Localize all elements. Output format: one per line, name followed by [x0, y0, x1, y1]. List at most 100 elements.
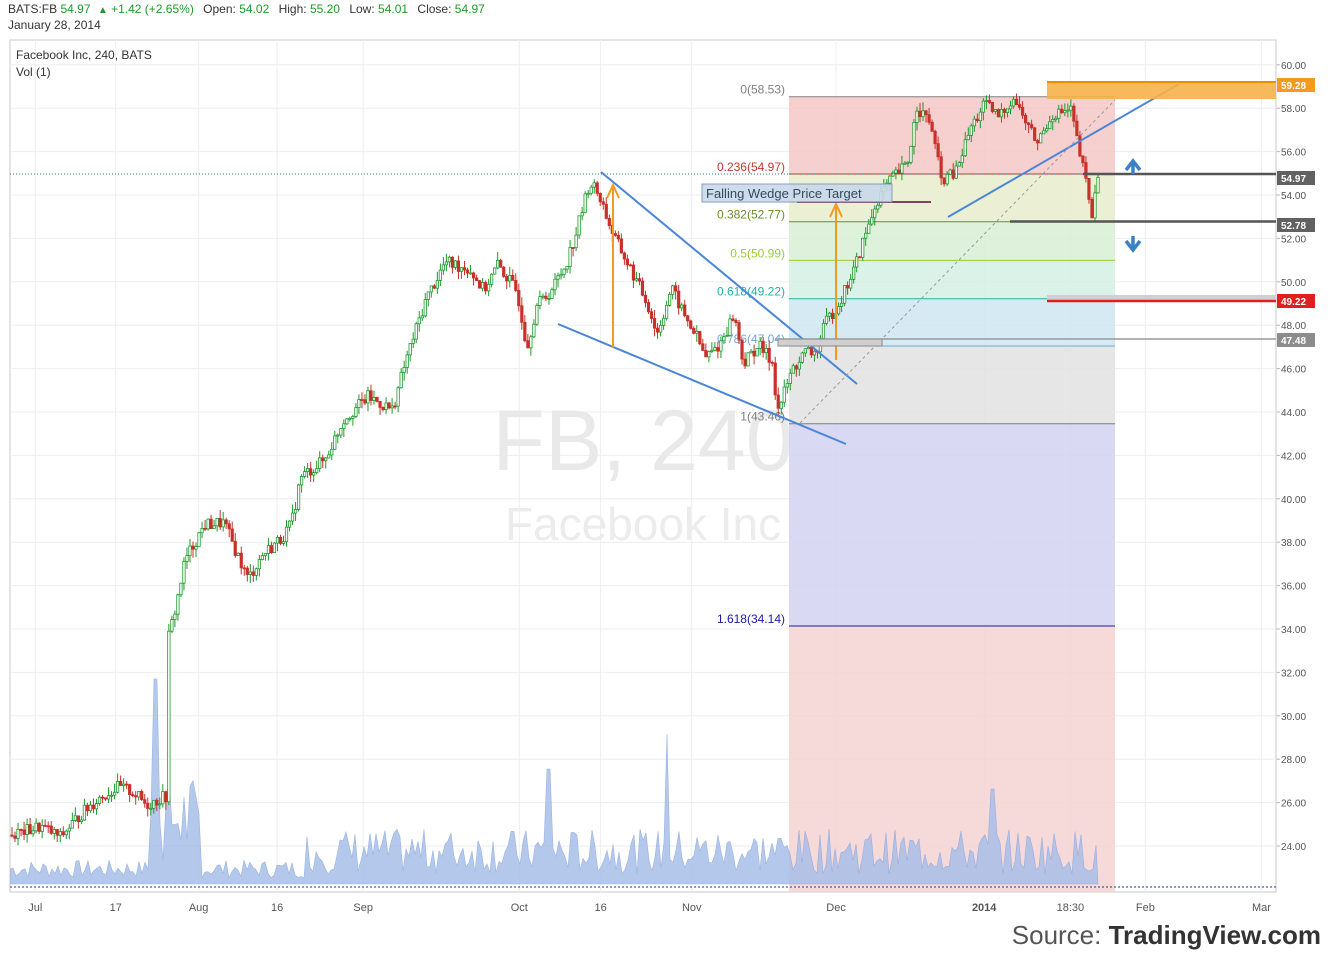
candle-body — [779, 401, 783, 409]
candle-body — [963, 139, 967, 157]
y-tick-label: 46.00 — [1281, 365, 1306, 376]
candle-body — [31, 830, 35, 835]
candle-body — [867, 223, 871, 234]
candle-body — [984, 100, 988, 102]
candle-body — [849, 278, 853, 289]
candle-body — [200, 527, 204, 534]
candle-body — [704, 350, 708, 358]
candle-body — [309, 468, 313, 476]
candle-body — [128, 784, 132, 795]
candle-body — [318, 457, 322, 470]
candle-body — [221, 519, 225, 528]
high-value: 55.20 — [309, 2, 340, 16]
candle-body — [112, 791, 117, 796]
candle-body — [444, 261, 449, 266]
candle-body — [103, 797, 108, 800]
candle-body — [197, 532, 201, 547]
candle-body — [924, 110, 928, 115]
candle-body — [903, 162, 907, 165]
price-change: +1.42 (+2.65%) — [111, 2, 194, 16]
up-triangle-icon: ▲ — [97, 5, 108, 16]
candle-body — [272, 542, 277, 554]
candle-body — [284, 526, 289, 543]
fib-level-label: 0.382(52.77) — [717, 208, 785, 222]
candle-body — [384, 402, 388, 411]
candle-body — [731, 318, 735, 321]
fib-zone — [789, 96, 1115, 174]
candle-body — [945, 173, 949, 185]
candle-body — [592, 182, 596, 188]
source-credit: Source: TradingView.com — [1012, 920, 1321, 951]
y-tick-label: 44.00 — [1281, 408, 1306, 419]
candle-body — [1042, 130, 1046, 135]
candle-body — [861, 237, 865, 258]
candle-body — [936, 143, 940, 158]
fib-zone — [789, 260, 1115, 299]
low-label: Low: — [349, 2, 375, 16]
candle-body — [315, 468, 319, 473]
candle-body — [188, 545, 192, 557]
candle-body — [149, 807, 153, 810]
candle-body — [227, 523, 231, 530]
fib-zone — [789, 221, 1115, 261]
candle-body — [480, 282, 485, 289]
candle-body — [390, 405, 394, 409]
candle-body — [363, 399, 367, 404]
candle-body — [233, 540, 237, 556]
candle-body — [61, 831, 65, 836]
candle-body — [502, 266, 506, 277]
y-tick-label: 54.00 — [1281, 191, 1306, 202]
candle-body — [52, 829, 56, 834]
y-tick-label: 32.00 — [1281, 668, 1306, 679]
candle-body — [484, 282, 488, 292]
y-tick-label: 28.00 — [1281, 755, 1306, 766]
candle-body — [94, 803, 99, 810]
quote-header: BATS:FB 54.97 ▲ +1.42 (+2.65%) Open: 54.… — [8, 2, 485, 32]
candle-body — [550, 289, 554, 299]
x-tick-label: 16 — [594, 902, 606, 914]
candle-body — [67, 827, 71, 832]
volume-area — [10, 678, 1099, 885]
candle-body — [372, 396, 376, 401]
candle-body — [345, 418, 349, 425]
fib-zone — [789, 346, 1115, 424]
candle-body — [978, 111, 982, 122]
candle-body — [972, 118, 976, 127]
candle-body — [900, 163, 904, 174]
candle-body — [870, 217, 874, 225]
candle-body — [299, 475, 304, 486]
candle-body — [462, 267, 467, 271]
candle-body — [134, 795, 138, 798]
candle-body — [812, 350, 817, 356]
candle-body — [737, 322, 741, 341]
candle-body — [1020, 107, 1025, 116]
candle-body — [290, 512, 295, 522]
candle-body — [574, 234, 578, 249]
candle-body — [122, 783, 126, 786]
candle-body — [471, 272, 476, 279]
candle-body — [707, 351, 711, 358]
candle-body — [420, 315, 424, 319]
candle-body — [140, 791, 144, 801]
candle-body — [933, 130, 937, 145]
candle-body — [746, 352, 750, 367]
candle-body — [836, 306, 841, 315]
candle-body — [375, 396, 379, 402]
candle-body — [215, 517, 219, 527]
candle-body — [864, 232, 868, 239]
support-zone — [1047, 295, 1276, 300]
candle-body — [490, 273, 494, 285]
candle-body — [414, 323, 418, 340]
candle-body — [782, 386, 786, 403]
candle-body — [1090, 198, 1094, 219]
candle-body — [1027, 122, 1031, 126]
candle-body — [538, 296, 542, 306]
candle-body — [496, 260, 500, 269]
candle-body — [206, 518, 210, 530]
candle-body — [1069, 105, 1073, 111]
price-label-text: 59.28 — [1281, 81, 1306, 92]
candle-body — [245, 567, 249, 575]
candle-body — [583, 193, 587, 214]
candle-body — [456, 260, 461, 272]
